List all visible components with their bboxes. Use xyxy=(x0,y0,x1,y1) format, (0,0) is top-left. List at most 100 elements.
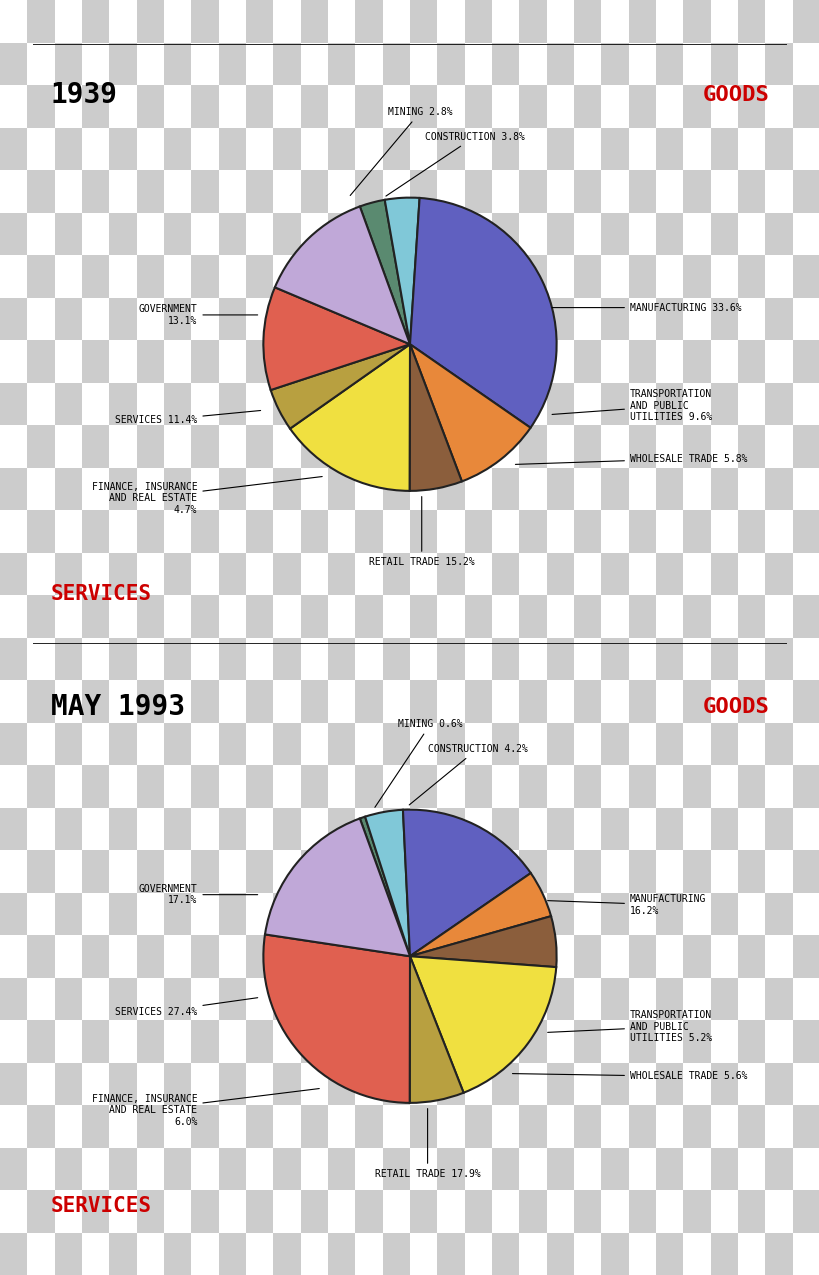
Bar xyxy=(0,765,27,807)
Bar xyxy=(0,1105,27,1148)
Bar xyxy=(27,1020,55,1062)
Text: WHOLESALE TRADE 5.6%: WHOLESALE TRADE 5.6% xyxy=(512,1071,747,1081)
Bar xyxy=(546,1062,573,1105)
Bar xyxy=(682,892,710,935)
Bar xyxy=(655,297,682,340)
Text: RETAIL TRADE 17.9%: RETAIL TRADE 17.9% xyxy=(374,1108,480,1179)
Bar xyxy=(55,978,82,1020)
Bar xyxy=(737,255,764,297)
Bar xyxy=(437,552,464,595)
Bar xyxy=(219,510,246,552)
Bar xyxy=(410,213,437,255)
Bar xyxy=(737,978,764,1020)
Bar xyxy=(355,340,382,382)
Bar xyxy=(710,807,737,850)
Bar xyxy=(0,638,27,680)
Bar xyxy=(109,1233,137,1275)
Bar xyxy=(273,1190,301,1233)
Bar xyxy=(219,935,246,978)
Bar xyxy=(710,595,737,638)
Bar xyxy=(82,850,109,892)
Bar xyxy=(491,468,518,510)
Bar xyxy=(27,807,55,850)
Text: GOODS: GOODS xyxy=(702,697,768,717)
Bar xyxy=(219,1190,246,1233)
Bar xyxy=(546,638,573,680)
Bar xyxy=(710,765,737,807)
Bar xyxy=(682,425,710,468)
Bar xyxy=(600,213,628,255)
Bar xyxy=(410,935,437,978)
Bar xyxy=(491,892,518,935)
Bar xyxy=(219,595,246,638)
Bar xyxy=(164,213,191,255)
Bar xyxy=(655,892,682,935)
Wedge shape xyxy=(410,873,550,956)
Bar xyxy=(518,552,546,595)
Bar xyxy=(546,978,573,1020)
Bar xyxy=(27,552,55,595)
Bar xyxy=(410,382,437,425)
Bar xyxy=(82,297,109,340)
Bar xyxy=(109,213,137,255)
Text: MANUFACTURING
16.2%: MANUFACTURING 16.2% xyxy=(547,894,705,915)
Bar xyxy=(382,510,410,552)
Bar xyxy=(191,340,219,382)
Text: MINING 0.6%: MINING 0.6% xyxy=(374,719,463,807)
Bar xyxy=(655,595,682,638)
Bar xyxy=(628,1105,655,1148)
Bar xyxy=(246,892,273,935)
Text: 1939: 1939 xyxy=(51,82,118,108)
Bar xyxy=(382,382,410,425)
Text: CONSTRUCTION 4.2%: CONSTRUCTION 4.2% xyxy=(409,743,527,805)
Bar xyxy=(573,468,600,510)
Bar xyxy=(573,765,600,807)
Wedge shape xyxy=(384,198,419,344)
Bar xyxy=(491,425,518,468)
Bar xyxy=(27,1190,55,1233)
Bar xyxy=(573,382,600,425)
Bar xyxy=(355,1148,382,1190)
Wedge shape xyxy=(410,956,555,1093)
Bar xyxy=(682,128,710,170)
Bar xyxy=(82,425,109,468)
Bar xyxy=(164,128,191,170)
Bar xyxy=(410,807,437,850)
Bar xyxy=(710,255,737,297)
Bar xyxy=(355,723,382,765)
Bar xyxy=(600,1105,628,1148)
Bar xyxy=(55,807,82,850)
Bar xyxy=(600,1148,628,1190)
Bar xyxy=(437,425,464,468)
Bar xyxy=(137,850,164,892)
Bar xyxy=(464,1105,491,1148)
Bar xyxy=(355,638,382,680)
Bar xyxy=(382,1148,410,1190)
Bar xyxy=(109,935,137,978)
Bar xyxy=(737,892,764,935)
Bar xyxy=(0,510,27,552)
Bar xyxy=(27,382,55,425)
Bar xyxy=(382,128,410,170)
Bar xyxy=(655,42,682,85)
Bar xyxy=(246,1062,273,1105)
Bar xyxy=(491,850,518,892)
Bar xyxy=(301,807,328,850)
Bar xyxy=(410,0,437,42)
Bar xyxy=(164,638,191,680)
Bar xyxy=(301,425,328,468)
Bar xyxy=(328,552,355,595)
Bar xyxy=(137,340,164,382)
Bar xyxy=(518,807,546,850)
Bar xyxy=(301,85,328,128)
Bar xyxy=(328,1062,355,1105)
Bar xyxy=(328,978,355,1020)
Bar xyxy=(301,0,328,42)
Bar xyxy=(437,978,464,1020)
Bar xyxy=(628,213,655,255)
Bar xyxy=(410,1148,437,1190)
Bar xyxy=(219,0,246,42)
Bar xyxy=(27,1233,55,1275)
Bar xyxy=(137,680,164,723)
Bar xyxy=(301,723,328,765)
